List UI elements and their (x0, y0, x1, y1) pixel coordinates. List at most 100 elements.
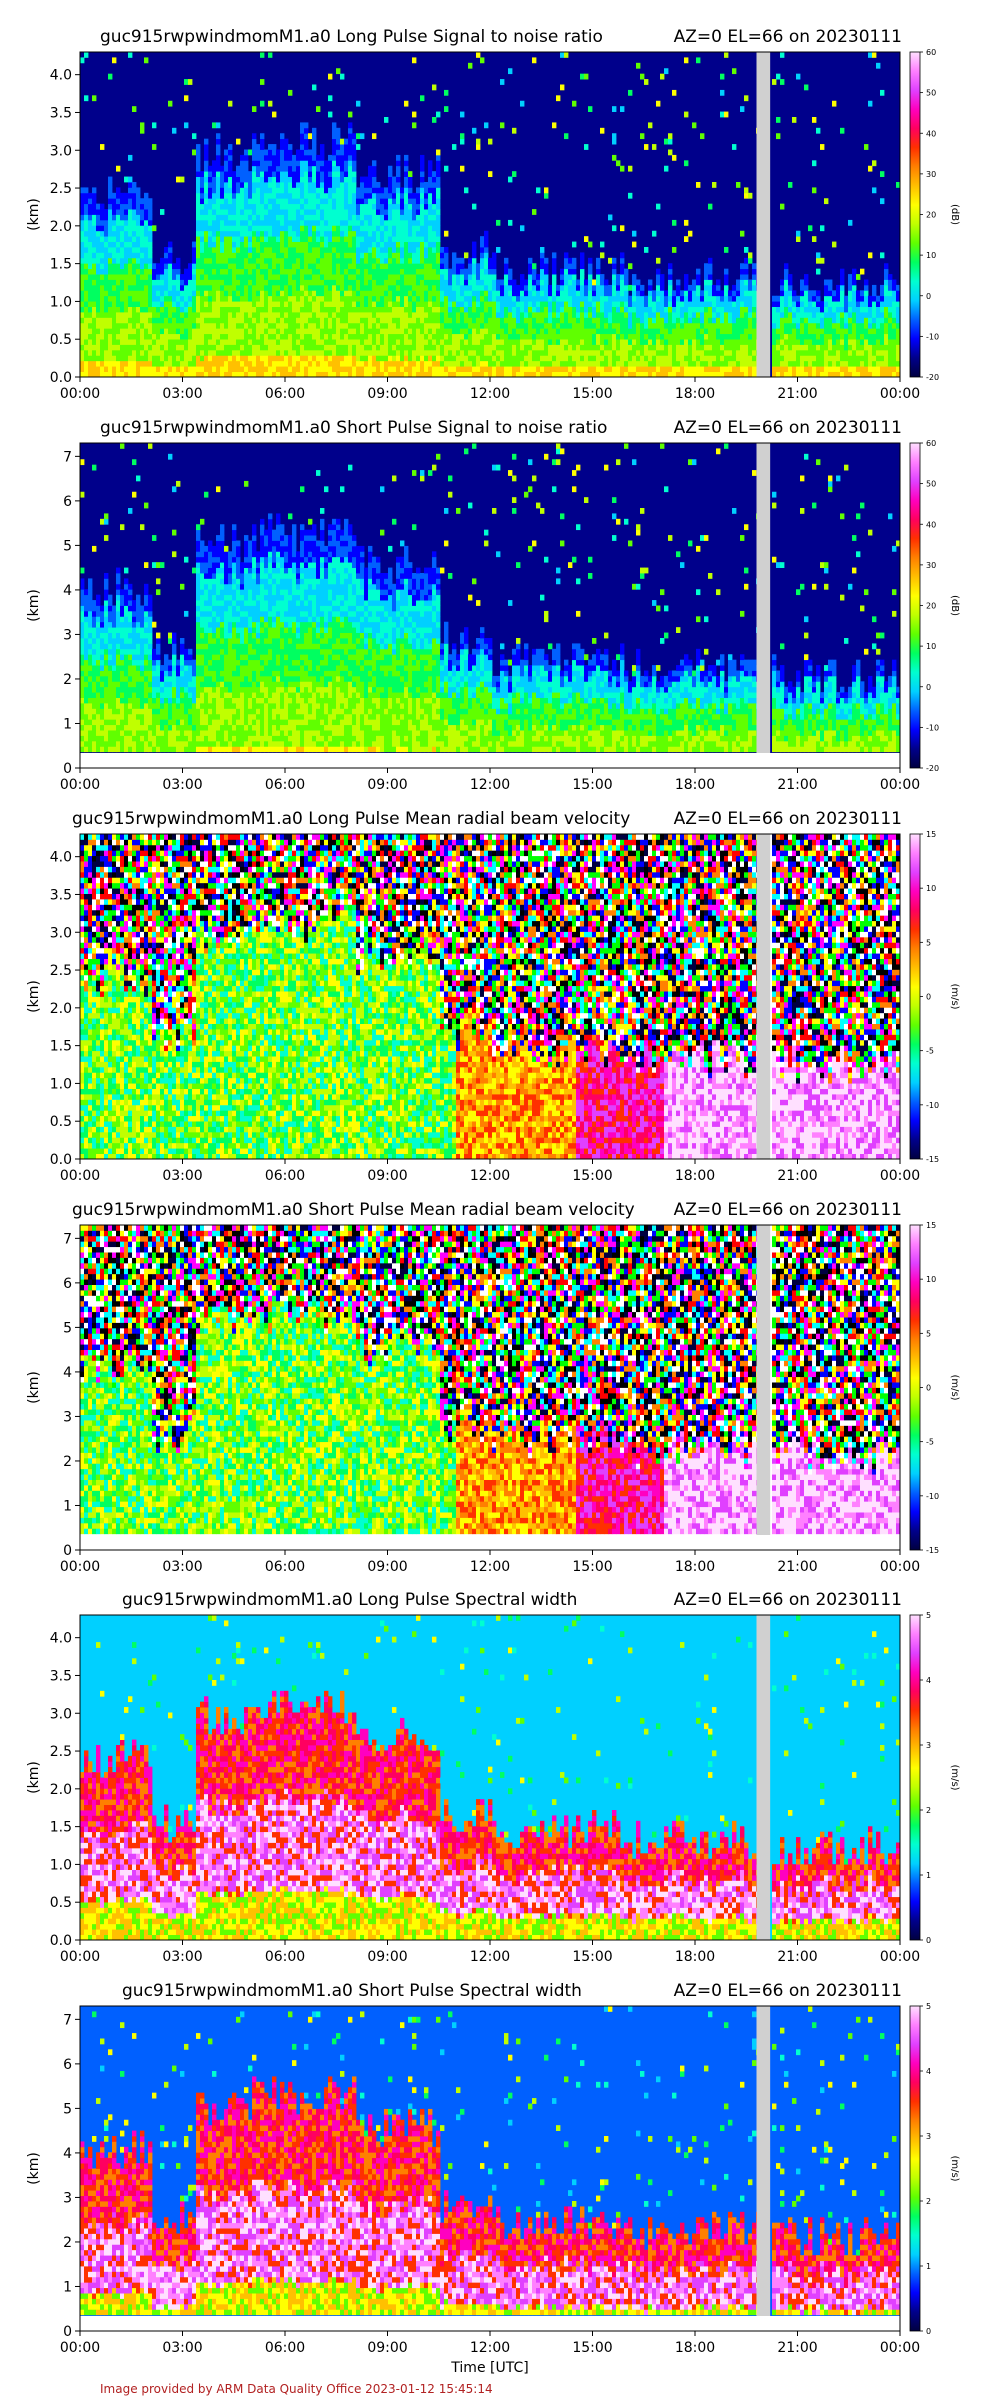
heatmap-cell (244, 198, 248, 204)
heatmap-cell (384, 209, 388, 215)
heatmap-cell (128, 155, 132, 161)
heatmap-cell (268, 252, 272, 258)
heatmap-cell (336, 328, 340, 334)
heatmap-cell (216, 334, 220, 340)
heatmap-cell (224, 242, 228, 248)
heatmap-cell (364, 301, 368, 307)
heatmap-cell (376, 198, 380, 204)
heatmap-cell (208, 204, 212, 210)
heatmap-cell (196, 296, 200, 302)
heatmap-cell (272, 355, 276, 361)
heatmap-cell (120, 231, 124, 237)
heatmap-cell (340, 204, 344, 210)
heatmap-cell (360, 242, 364, 248)
heatmap-cell (280, 155, 284, 161)
heatmap-cell (232, 209, 236, 215)
heatmap-cell (168, 274, 172, 280)
heatmap-cell (92, 95, 96, 101)
heatmap-cell (196, 350, 200, 356)
heatmap-cell (288, 166, 292, 172)
heatmap-cell (288, 144, 292, 150)
heatmap-cell (388, 366, 392, 372)
heatmap-cell (264, 361, 268, 367)
heatmap-cell (340, 177, 344, 183)
heatmap-cell (112, 231, 116, 237)
heatmap-cell (140, 242, 144, 248)
heatmap-cell (228, 296, 232, 302)
heatmap-cell (164, 328, 168, 334)
heatmap-cell (376, 285, 380, 291)
heatmap-cell (312, 171, 316, 177)
heatmap-cell (352, 263, 356, 269)
heatmap-cell (160, 350, 164, 356)
heatmap-cell (204, 252, 208, 258)
heatmap-cell (216, 225, 220, 231)
heatmap-cell (212, 258, 216, 264)
heatmap-cell (316, 236, 320, 242)
heatmap-cell (256, 171, 260, 177)
heatmap-cell (132, 231, 136, 237)
heatmap-cell (144, 269, 148, 275)
heatmap-cell (280, 301, 284, 307)
heatmap-cell (328, 280, 332, 286)
heatmap-cell (324, 204, 328, 210)
heatmap-cell (404, 328, 408, 334)
heatmap-cell (336, 160, 340, 166)
heatmap-cell (352, 220, 356, 226)
heatmap-cell (116, 290, 120, 296)
heatmap-cell (328, 177, 332, 183)
heatmap-cell (92, 296, 96, 302)
heatmap-cell (272, 155, 276, 161)
heatmap-cell (396, 290, 400, 296)
heatmap-cell (224, 317, 228, 323)
heatmap-cell (384, 350, 388, 356)
heatmap-cell (220, 236, 224, 242)
heatmap-cell (376, 252, 380, 258)
heatmap-cell (344, 263, 348, 269)
heatmap-cell (220, 252, 224, 258)
heatmap-cell (104, 361, 108, 367)
heatmap-cell (404, 366, 408, 372)
heatmap-cell (184, 339, 188, 345)
heatmap-cell (376, 242, 380, 248)
heatmap-cell (92, 225, 96, 231)
heatmap-cell (412, 361, 416, 367)
heatmap-cell (288, 150, 292, 156)
heatmap-cell (396, 366, 400, 372)
heatmap-cell (280, 182, 284, 188)
heatmap-cell (148, 220, 152, 226)
heatmap-cell (400, 247, 404, 253)
heatmap-cell (176, 290, 180, 296)
heatmap-cell (124, 269, 128, 275)
heatmap-cell (220, 334, 224, 340)
heatmap-cell (372, 312, 376, 318)
heatmap-cell (252, 355, 256, 361)
heatmap-cell (116, 328, 120, 334)
heatmap-cell (260, 366, 264, 372)
heatmap-cell (124, 317, 128, 323)
heatmap-cell (240, 236, 244, 242)
heatmap-cell (84, 215, 88, 221)
heatmap-cell (236, 350, 240, 356)
heatmap-cell (384, 317, 388, 323)
heatmap-cell (152, 355, 156, 361)
heatmap-cell (404, 361, 408, 367)
heatmap-cell (260, 274, 264, 280)
heatmap-cell (144, 57, 148, 63)
heatmap-cell (336, 220, 340, 226)
heatmap-cell (112, 328, 116, 334)
heatmap-cell (412, 350, 416, 356)
heatmap-cell (264, 269, 268, 275)
heatmap-cell (276, 280, 280, 286)
heatmap-cell (280, 274, 284, 280)
heatmap-cell (396, 269, 400, 275)
heatmap-cell (388, 323, 392, 329)
heatmap-cell (216, 187, 220, 193)
heatmap-cell (212, 285, 216, 291)
heatmap-cell (344, 150, 348, 156)
heatmap-cell (248, 307, 252, 313)
heatmap-cell (312, 290, 316, 296)
heatmap-cell (340, 301, 344, 307)
heatmap-cell (116, 301, 120, 307)
heatmap-cell (212, 171, 216, 177)
